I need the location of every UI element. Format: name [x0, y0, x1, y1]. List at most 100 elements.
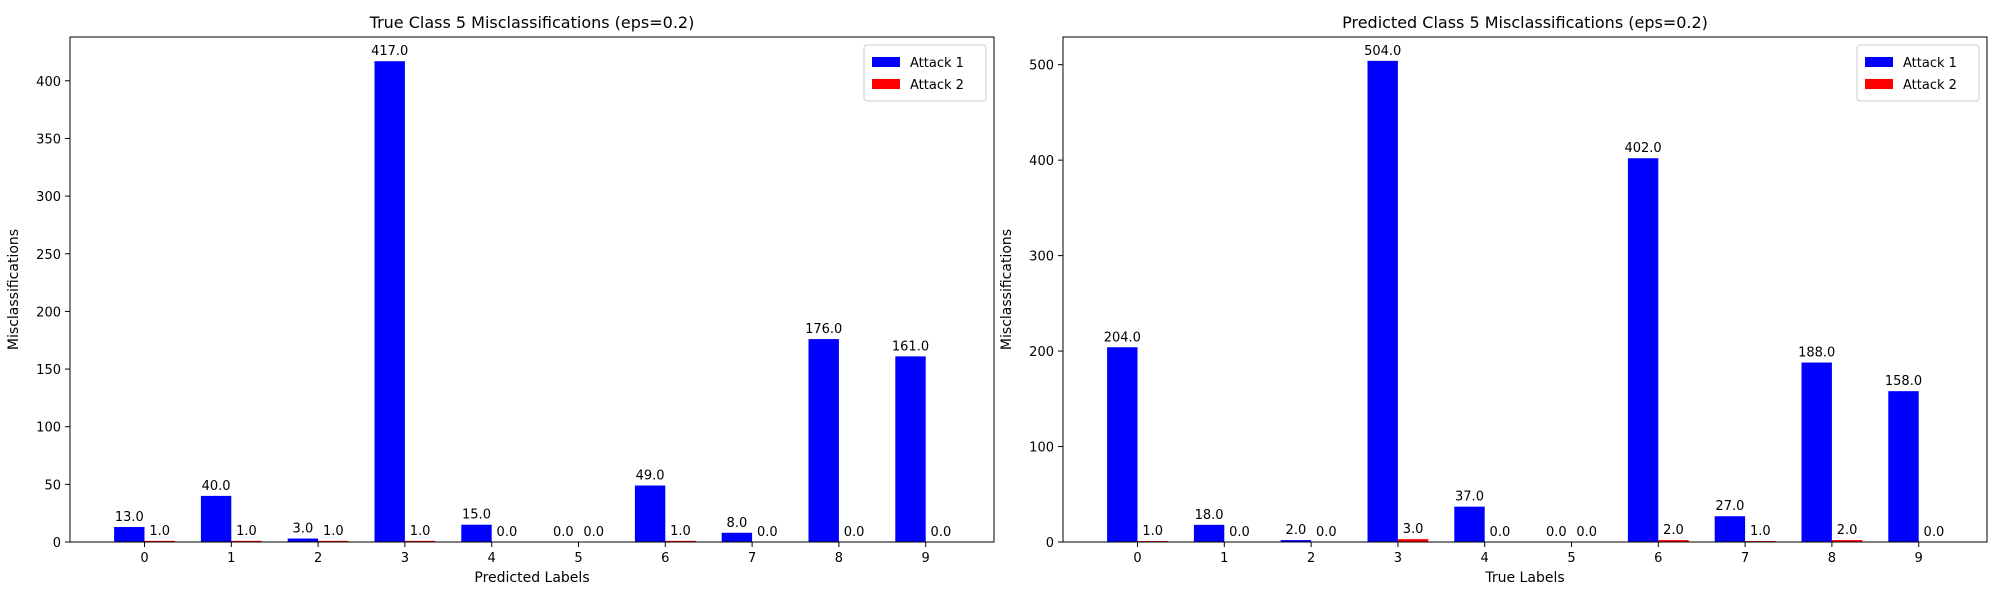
bar-value-label: 0.0	[1546, 525, 1567, 540]
bar-value-label: 49.0	[636, 469, 665, 484]
x-tick-label: 7	[1741, 551, 1749, 566]
bar-2-3	[1397, 539, 1429, 542]
x-tick-label: 0	[1133, 551, 1141, 566]
y-tick-label: 200	[1029, 345, 1054, 360]
bar-value-label: 504.0	[1364, 44, 1401, 59]
bar-1-4	[461, 524, 492, 542]
y-tick-label: 500	[1029, 59, 1054, 74]
bar-1-9	[1888, 391, 1919, 542]
bar-value-label: 0.0	[844, 525, 865, 540]
x-tick-label: 8	[835, 551, 843, 566]
bar-value-label: 0.0	[757, 525, 778, 540]
x-tick-label: 1	[227, 551, 235, 566]
bar-2-2	[318, 540, 349, 542]
y-tick-label: 100	[36, 421, 61, 436]
bar-value-label: 158.0	[1885, 374, 1922, 389]
chart-title: Predicted Class 5 Misclassifications (ep…	[1342, 13, 1708, 32]
bar-value-label: 0.0	[1490, 525, 1511, 540]
x-tick-label: 3	[1394, 551, 1402, 566]
legend-label-1: Attack 1	[910, 56, 964, 71]
bar-value-label: 0.0	[583, 525, 604, 540]
bar-value-label: 188.0	[1798, 346, 1835, 361]
x-tick-label: 5	[574, 551, 582, 566]
x-tick-label: 5	[1567, 551, 1575, 566]
bar-value-label: 2.0	[1286, 523, 1307, 538]
bar-1-8	[1801, 362, 1832, 542]
bar-value-label: 15.0	[462, 508, 491, 523]
bar-value-label: 27.0	[1715, 499, 1744, 514]
legend-swatch-2	[1865, 79, 1893, 89]
plot-frame	[69, 36, 995, 543]
bar-value-label: 1.0	[323, 524, 344, 539]
legend-label-1: Attack 1	[1903, 56, 1957, 71]
legend: Attack 1 Attack 2	[863, 44, 987, 102]
x-tick-label: 2	[1307, 551, 1315, 566]
y-tick-label: 100	[1029, 441, 1054, 456]
y-tick-label: 0	[1046, 536, 1054, 551]
legend-label-2: Attack 2	[1903, 78, 1957, 93]
x-tick-label: 4	[488, 551, 496, 566]
y-tick-label: 300	[1029, 250, 1054, 265]
bar-value-label: 402.0	[1624, 141, 1661, 156]
y-tick-label: 400	[36, 75, 61, 90]
x-tick-label: 6	[1654, 551, 1662, 566]
legend-swatch-1	[872, 57, 900, 67]
x-axis-label: Predicted Labels	[474, 570, 589, 586]
legend: Attack 1 Attack 2	[1856, 44, 1980, 102]
bar-value-label: 0.0	[931, 525, 952, 540]
x-tick-label: 8	[1828, 551, 1836, 566]
bar-1-8	[808, 339, 839, 542]
y-tick-label: 200	[36, 305, 61, 320]
bar-value-label: 0.0	[1924, 525, 1945, 540]
x-tick-label: 0	[140, 551, 148, 566]
x-axis-label: True Labels	[1484, 570, 1564, 586]
y-tick-label: 400	[1029, 154, 1054, 169]
x-tick-label: 9	[1915, 551, 1923, 566]
plot-frame	[1062, 36, 1988, 543]
bar-value-label: 1.0	[1142, 524, 1163, 539]
bar-1-0	[114, 527, 145, 542]
y-tick-label: 50	[44, 478, 61, 493]
bar-2-6	[1658, 540, 1689, 542]
bar-1-3	[374, 61, 405, 542]
bar-value-label: 161.0	[892, 339, 929, 354]
legend-swatch-1	[1865, 57, 1893, 67]
bar-value-label: 3.0	[1403, 522, 1424, 537]
bar-value-label: 37.0	[1455, 490, 1484, 505]
bar-value-label: 0.0	[553, 525, 574, 540]
y-axis-label: Misclassifications	[999, 229, 1015, 350]
bar-value-label: 0.0	[1316, 525, 1337, 540]
bar-1-7	[1714, 516, 1746, 542]
bar-1-1	[1193, 524, 1225, 542]
y-tick-label: 250	[36, 248, 61, 263]
bar-value-label: 0.0	[497, 525, 518, 540]
x-tick-label: 1	[1220, 551, 1228, 566]
bar-1-6	[634, 485, 666, 542]
bar-1-3	[1367, 60, 1398, 542]
bar-value-label: 13.0	[115, 510, 144, 525]
bar-2-0	[144, 540, 175, 542]
bar-value-label: 2.0	[1837, 523, 1858, 538]
x-tick-label: 3	[401, 551, 409, 566]
bar-value-label: 0.0	[1229, 525, 1250, 540]
x-tick-label: 7	[748, 551, 756, 566]
y-tick-label: 0	[53, 536, 61, 551]
bar-1-9	[895, 356, 926, 542]
bar-value-label: 3.0	[293, 522, 314, 537]
bar-2-8	[1831, 540, 1863, 542]
bar-1-0	[1107, 347, 1138, 542]
bar-value-label: 417.0	[371, 44, 408, 59]
y-axis-label: Misclassifications	[6, 229, 22, 350]
bar-value-label: 1.0	[670, 524, 691, 539]
legend-label-2: Attack 2	[910, 78, 964, 93]
legend-swatch-2	[872, 79, 900, 89]
bar-value-label: 8.0	[727, 516, 748, 531]
y-tick-label: 300	[36, 190, 61, 205]
bar-value-label: 1.0	[149, 524, 170, 539]
bar-1-1	[200, 495, 232, 542]
bar-value-label: 176.0	[805, 322, 842, 337]
y-tick-label: 350	[36, 132, 61, 147]
bar-value-label: 204.0	[1104, 330, 1141, 345]
chart-title: True Class 5 Misclassifications (eps=0.2…	[369, 13, 695, 32]
